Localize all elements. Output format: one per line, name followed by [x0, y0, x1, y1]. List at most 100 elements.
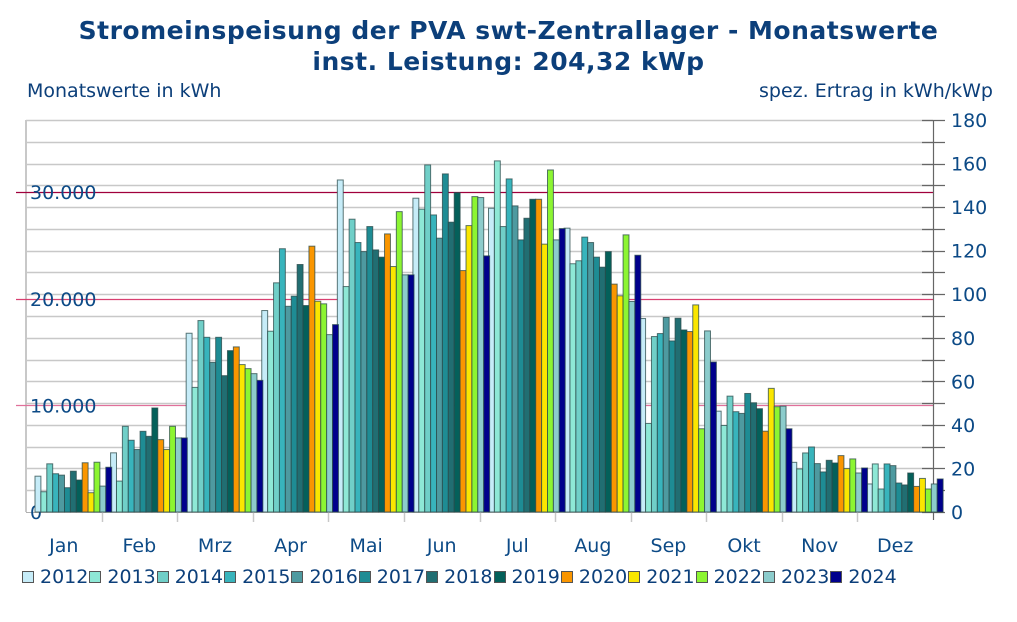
bar-2022-Mrz	[244, 368, 252, 513]
bar-2023-Aug	[628, 300, 636, 513]
y2-tick-label: 120	[951, 241, 987, 263]
bar-2017-Jun	[441, 173, 449, 513]
y-axis-label: Monatswerte in kWh	[27, 80, 222, 102]
bar-2021-Jul	[541, 243, 548, 513]
bar-2016-Feb	[133, 449, 141, 513]
legend-swatch	[224, 571, 237, 583]
bar-2016-Nov	[813, 463, 821, 513]
bar-2022-Okt	[773, 406, 781, 513]
bar-2016-Jun	[436, 237, 443, 513]
legend-item: 2017	[358, 566, 425, 588]
bar-2024-Sep	[709, 361, 717, 513]
bar-2018-Dez	[901, 484, 909, 513]
bar-2013-Mai	[342, 286, 350, 513]
bar-2018-Mrz	[221, 375, 228, 513]
bar-2016-Mai	[360, 251, 368, 513]
bar-2022-Sep	[698, 428, 706, 513]
x-tick-label: Dez	[877, 535, 913, 557]
bar-2012-Jan	[34, 475, 42, 513]
x-tick-label: Nov	[801, 535, 838, 557]
bar-2021-Apr	[314, 300, 322, 513]
legend-item: 2018	[426, 566, 493, 588]
legend-swatch	[762, 571, 775, 583]
y-tick-label: 20.000	[30, 289, 96, 311]
y2-tick-label: 160	[951, 154, 987, 176]
bar-2014-Aug	[575, 260, 583, 513]
bar-2018-Jun	[447, 221, 455, 513]
bar-2023-Nov	[855, 472, 863, 513]
legend-item: 2020	[560, 566, 628, 588]
bar-2017-Dez	[895, 482, 903, 513]
bar-2014-Mai	[348, 218, 356, 513]
legend-swatch	[358, 571, 371, 583]
y2-tick-label: 100	[951, 284, 987, 306]
bar-2014-Apr	[273, 282, 280, 513]
bar-2016-Okt	[738, 412, 746, 513]
bar-2014-Nov	[802, 452, 810, 513]
bar-2024-Nov	[861, 467, 869, 513]
bar-2023-Jul	[552, 239, 560, 513]
legend-label: 2012	[40, 566, 89, 588]
legend-swatch	[156, 571, 169, 583]
bar-2022-Nov	[849, 458, 857, 513]
bar-2021-Mrz	[238, 364, 246, 513]
bar-2016-Aug	[587, 242, 595, 513]
legend-label: 2016	[309, 566, 358, 588]
bar-2024-Mai	[407, 274, 415, 513]
bar-2017-Aug	[593, 256, 600, 513]
legend-item: 2015	[224, 566, 290, 588]
bar-2023-Sep	[704, 330, 711, 513]
bar-2018-Jan	[69, 470, 77, 513]
bar-2015-Mai	[354, 242, 362, 513]
bar-2021-Dez	[919, 477, 926, 513]
x-tick-label: Jul	[505, 535, 529, 557]
bar-2018-Apr	[296, 264, 304, 513]
bar-2016-Sep	[662, 316, 670, 513]
bar-2019-Jun	[453, 192, 461, 513]
bar-2014-Sep	[650, 336, 658, 513]
legend-item: 2014	[156, 566, 223, 588]
bar-2015-Feb	[127, 439, 135, 513]
legend-swatch	[560, 571, 573, 583]
bar-2019-Dez	[907, 472, 915, 513]
bar-2023-Feb	[174, 437, 182, 513]
y2-tick-label: 20	[951, 458, 975, 480]
bar-2016-Jan	[58, 474, 65, 513]
bar-2013-Jan	[40, 491, 48, 513]
bar-2017-Mai	[366, 226, 374, 513]
x-tick-label: Mai	[349, 535, 382, 557]
bar-2015-Mrz	[203, 336, 211, 513]
bar-2022-Apr	[320, 303, 328, 513]
bar-2020-Nov	[837, 455, 845, 513]
legend-label: 2015	[242, 566, 291, 588]
legend-swatch	[628, 571, 641, 583]
y2-axis-label: spez. Ertrag in kWh/kWp	[759, 80, 993, 102]
y-tick-label: 10.000	[30, 395, 96, 417]
bar-2016-Apr	[284, 305, 292, 513]
legend-swatch	[426, 571, 439, 583]
legend: 2012 2013 2014 2015 2016 2017 2018 2019 2020 2021…	[22, 566, 898, 588]
bar-2014-Feb	[121, 425, 129, 513]
bar-2021-Sep	[692, 304, 700, 513]
legend-item: 2024	[830, 566, 897, 588]
chart-subtitle: inst. Leistung: 204,32 kWp	[312, 47, 705, 76]
bar-2013-Sep	[645, 422, 652, 513]
legend-label: 2020	[578, 566, 628, 588]
bar-2023-Okt	[779, 405, 787, 513]
bar-2021-Aug	[616, 295, 624, 513]
bar-2019-Jul	[529, 198, 537, 513]
bar-2017-Mrz	[215, 336, 223, 513]
bar-2015-Okt	[732, 411, 740, 513]
legend-label: 2024	[848, 566, 897, 588]
legend-swatch	[493, 571, 506, 583]
bar-2022-Jun	[471, 196, 479, 513]
bar-2014-Jul	[499, 226, 507, 513]
bar-2013-Jul	[493, 160, 501, 513]
bar-2020-Dez	[913, 485, 921, 513]
bar-2019-Mai	[378, 256, 386, 513]
legend-swatch	[291, 571, 304, 583]
bar-2013-Dez	[871, 463, 879, 513]
bar-2014-Jan	[46, 463, 54, 513]
bar-2022-Aug	[622, 234, 630, 513]
bar-2017-Nov	[819, 471, 827, 513]
